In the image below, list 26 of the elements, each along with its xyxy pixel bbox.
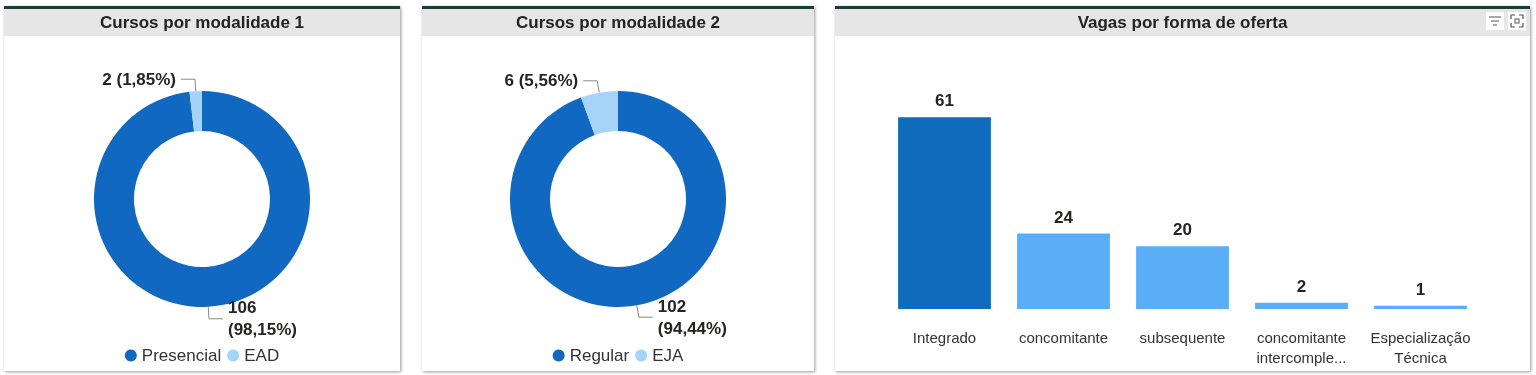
chart-title: Vagas por forma de oferta [835, 9, 1530, 36]
data-label: 24 [1054, 207, 1074, 227]
data-label: 106 (98,15%) [227, 298, 297, 340]
x-tick-label: concomitante intercomple... [1256, 328, 1347, 366]
data-label: 2 (1,85%) [102, 69, 177, 89]
x-tick-label: Integrado [912, 328, 977, 346]
legend-label: EJA [652, 346, 685, 365]
legend-label: Presencial [141, 346, 222, 365]
bar [898, 117, 991, 309]
data-label: 6 (5,56%) [504, 71, 579, 91]
bar [1136, 246, 1229, 309]
x-tick-label: concomitante [1018, 328, 1109, 346]
legend-label: Regular [569, 346, 630, 365]
legend-label: EAD [244, 346, 280, 365]
data-label: 102 (94,44%) [657, 296, 727, 338]
x-tick-label: subsequente [1139, 328, 1226, 346]
x-tick-label: Especialização Técnica [1370, 328, 1471, 366]
data-label: 1 [1415, 279, 1426, 299]
bar [1017, 233, 1110, 309]
chart-title: Cursos por modalidade 1 [4, 9, 400, 36]
data-label: 61 [935, 91, 954, 111]
data-label: 2 [1296, 276, 1307, 296]
bar [1374, 305, 1467, 309]
chart-title: Cursos por modalidade 2 [422, 9, 814, 36]
bar [1255, 302, 1348, 309]
data-label: 20 [1173, 220, 1192, 240]
